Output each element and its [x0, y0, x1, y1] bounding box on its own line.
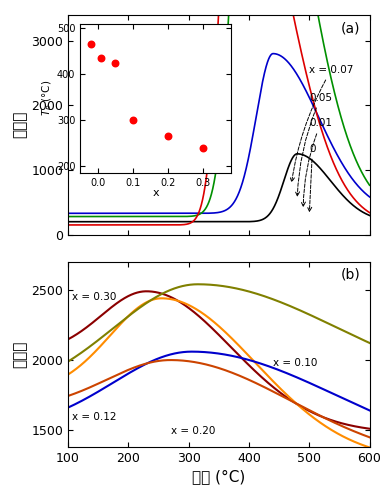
Text: (b): (b) [341, 267, 361, 282]
Text: x = 0.20: x = 0.20 [170, 426, 215, 436]
Text: 0: 0 [308, 144, 316, 211]
Text: x = 0.07: x = 0.07 [290, 65, 354, 182]
Text: (a): (a) [341, 21, 361, 36]
X-axis label: 温度 (°C): 温度 (°C) [192, 469, 245, 484]
Y-axis label: 誘電率: 誘電率 [12, 111, 27, 138]
Text: x = 0.10: x = 0.10 [273, 358, 317, 368]
Text: x = 0.30: x = 0.30 [72, 292, 117, 302]
Y-axis label: 誘電率: 誘電率 [12, 341, 27, 368]
Text: x = 0.12: x = 0.12 [72, 412, 117, 422]
Text: 0.01: 0.01 [301, 119, 332, 206]
Text: 0.05: 0.05 [295, 92, 332, 196]
